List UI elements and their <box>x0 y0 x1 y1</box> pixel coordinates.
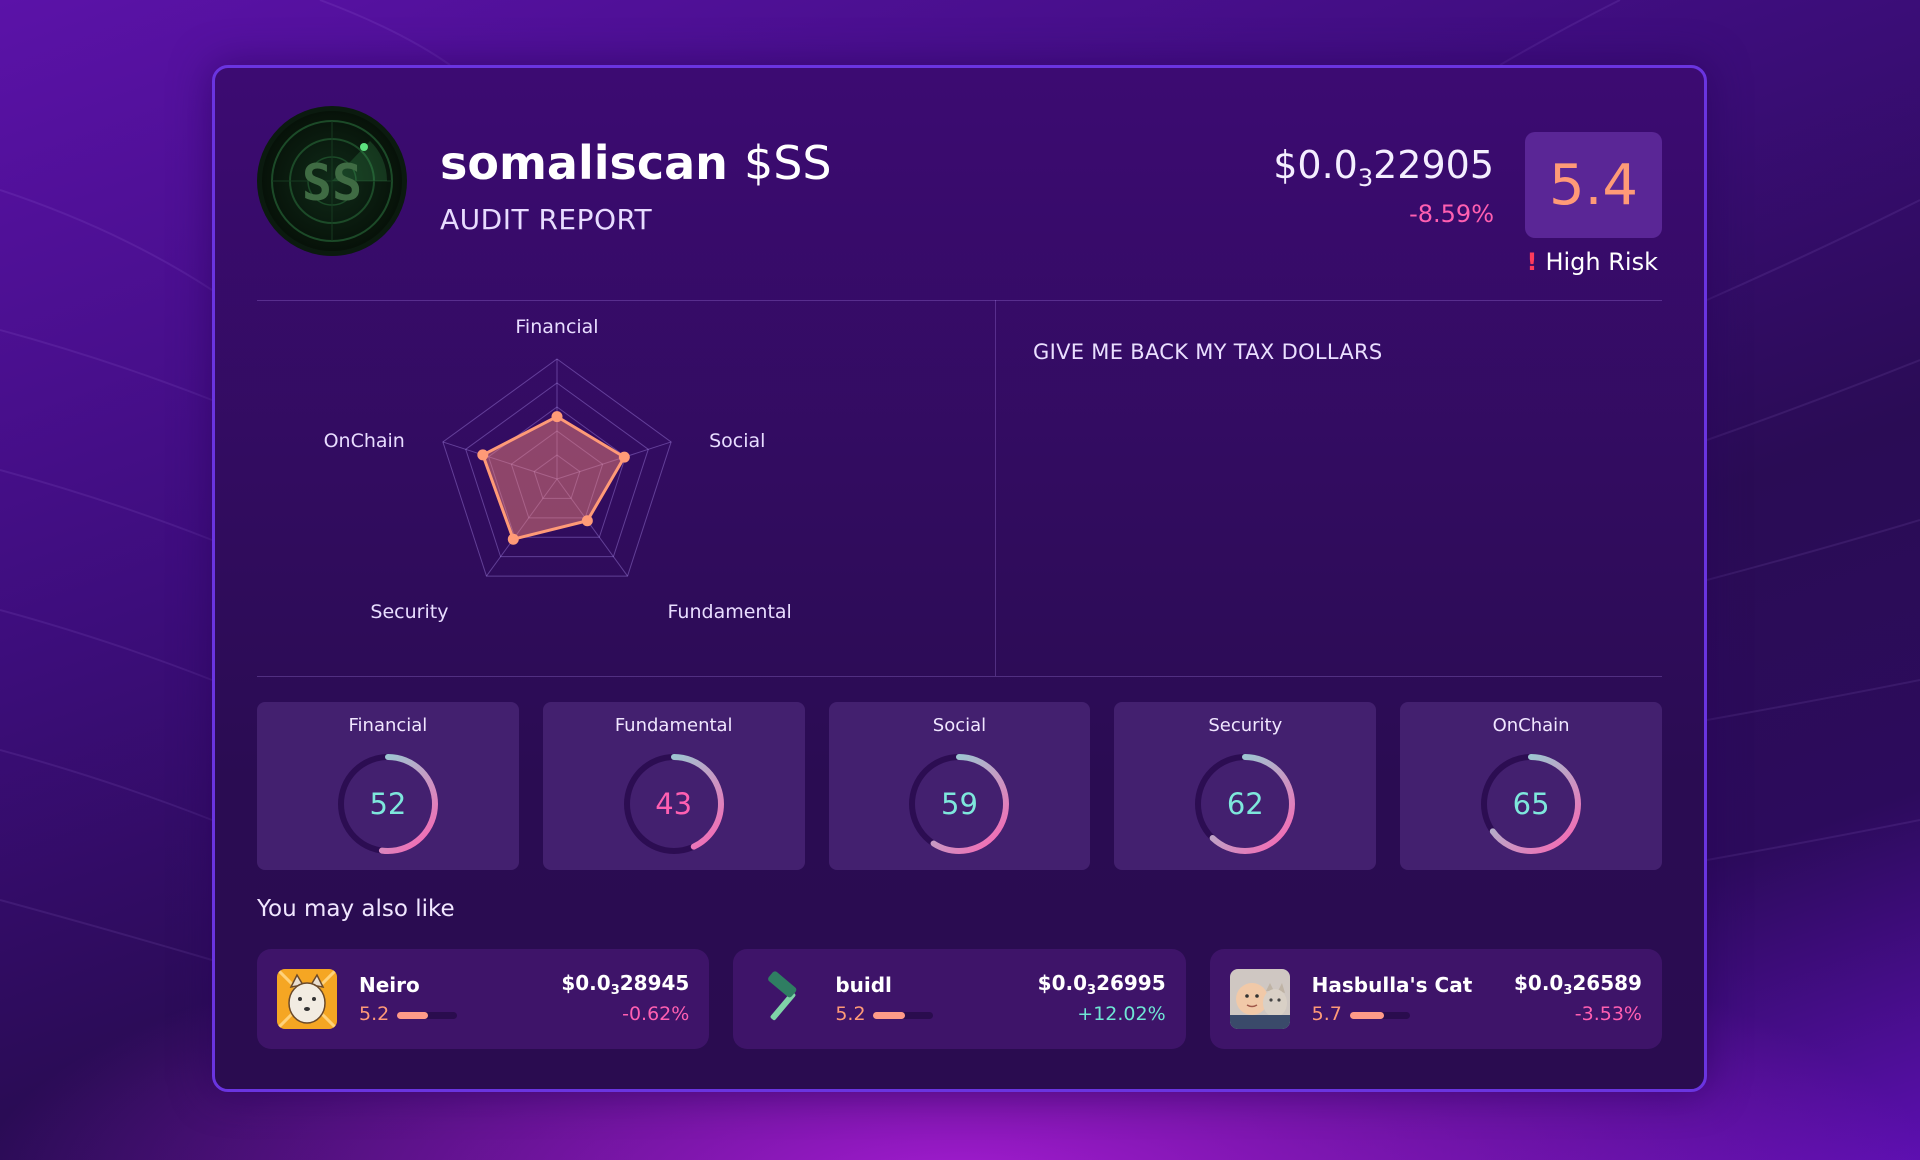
score-value: 59 <box>941 787 978 821</box>
radar-chart: Financial Social Fundamental Security OnChai… <box>324 316 792 623</box>
recommendation-card[interactable]: Neiro 5.2 $0.0328945 -0.62% <box>257 949 710 1049</box>
token-price: $0.0322905 <box>1273 143 1494 192</box>
risk-badge: ! High Risk <box>1527 248 1659 276</box>
score-value: 52 <box>369 787 407 821</box>
token-ticker: $SS <box>743 136 832 190</box>
score-bar <box>1349 1012 1410 1019</box>
score-ring-progress <box>623 754 724 854</box>
risk-label: High Risk <box>1545 248 1658 276</box>
radar-grid <box>442 358 672 577</box>
recommendation-card[interactable]: buidl 5.2 $0.0326995 +12.02% <box>733 949 1186 1049</box>
overall-score: 5.4 <box>1525 132 1662 238</box>
recommendation-score: 5.7 <box>1311 1003 1342 1025</box>
recommendations-list: Neiro 5.2 $0.0328945 -0.62% buidl 5.2 $0… <box>257 949 1662 1049</box>
radar-axis-label: Security <box>370 601 448 623</box>
shiba-dog-icon <box>277 969 337 1029</box>
score-ring <box>1481 754 1582 854</box>
score-label: Fundamental <box>614 715 733 736</box>
score-ring-progress <box>1481 754 1582 854</box>
score-card-security[interactable]: Security 62 <box>1114 702 1377 870</box>
score-ring-progress <box>1195 754 1296 854</box>
radar-point-fundamental[interactable] <box>581 515 593 527</box>
token-title: somaliscan $SS <box>440 136 832 190</box>
audit-report-card: SS somaliscan $SS AUDIT REPORT $0.032290… <box>212 65 1707 1092</box>
recommendation-change: -0.62% <box>622 1003 690 1025</box>
score-value: 43 <box>655 787 693 821</box>
radar-logo-icon: SS <box>271 120 393 242</box>
score-bar <box>873 1012 934 1019</box>
divider <box>257 676 1662 677</box>
recommendation-change: -3.53% <box>1574 1003 1642 1025</box>
token-logo: SS <box>257 106 407 256</box>
score-card-fundamental[interactable]: Fundamental 43 <box>542 702 805 870</box>
category-scores: Financial 52 Fundamental 43 Social 59 Security… <box>257 702 1662 870</box>
recommendation-price: $0.0328945 <box>561 971 690 998</box>
recommendation-price: $0.0326589 <box>1513 971 1642 998</box>
radar-axis-label: Financial <box>515 316 598 338</box>
radar-point-financial[interactable] <box>551 411 563 423</box>
score-label: Social <box>932 715 987 736</box>
report-subtitle: AUDIT REPORT <box>440 203 653 236</box>
score-bar <box>397 1012 457 1019</box>
logo-text: SS <box>302 154 362 212</box>
radar-axis-label: OnChain <box>324 430 405 452</box>
hammer-icon <box>753 969 813 1029</box>
score-card-social[interactable]: Social 59 <box>828 702 1091 870</box>
recommendation-name: Neiro <box>359 973 420 997</box>
radar-axis-label: Social <box>709 430 765 452</box>
radar-point-onchain[interactable] <box>477 449 489 461</box>
radar-point-security[interactable] <box>507 533 519 545</box>
recommendation-name: buidl <box>835 973 892 997</box>
recommendation-card[interactable]: Hasbulla's Cat 5.7 $0.0326589 -3.53% <box>1209 949 1662 1049</box>
warning-icon: ! <box>1526 248 1538 276</box>
score-value: 62 <box>1226 787 1264 821</box>
recommendation-score: 5.2 <box>359 1003 390 1025</box>
score-ring <box>909 754 1010 854</box>
recommendation-score: 5.2 <box>835 1003 866 1025</box>
token-description: GIVE ME BACK MY TAX DOLLARS <box>1033 340 1383 364</box>
price-change: -8.59% <box>1409 200 1494 228</box>
recommendations-title: You may also like <box>257 896 455 922</box>
recommendation-price: $0.0326995 <box>1037 971 1166 998</box>
score-ring <box>1195 754 1296 854</box>
score-label: Security <box>1208 715 1283 736</box>
radar-series-area <box>481 415 626 541</box>
divider <box>257 300 1662 301</box>
score-card-onchain[interactable]: OnChain 65 <box>1400 702 1662 870</box>
radar-point-social[interactable] <box>618 451 630 463</box>
divider <box>995 300 996 676</box>
score-ring <box>623 754 724 854</box>
score-card-financial[interactable]: Financial 52 <box>257 702 519 870</box>
score-value: 65 <box>1512 787 1550 821</box>
score-label: Financial <box>348 715 428 736</box>
radar-axis-label: Fundamental <box>668 601 792 623</box>
score-ring <box>337 754 438 854</box>
recommendation-name: Hasbulla's Cat <box>1311 973 1473 997</box>
score-ring-progress <box>909 754 1010 854</box>
token-name: somaliscan <box>440 136 728 190</box>
score-ring-progress <box>337 754 438 854</box>
score-label: OnChain <box>1492 715 1570 736</box>
child-with-cat-icon <box>1229 969 1290 1029</box>
recommendation-change: +12.02% <box>1077 1003 1166 1025</box>
